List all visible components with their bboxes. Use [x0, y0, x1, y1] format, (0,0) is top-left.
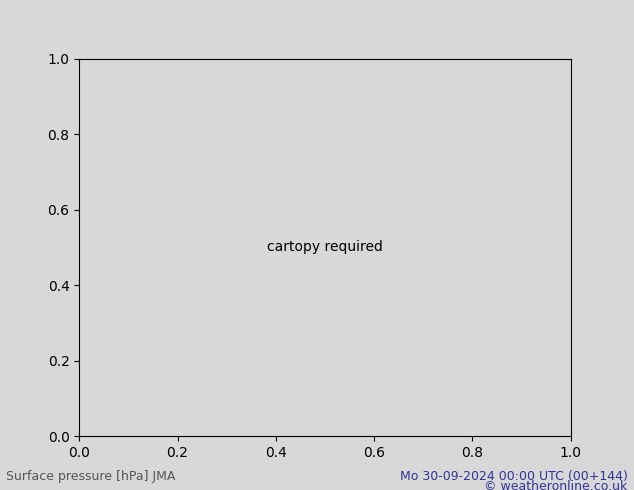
Text: Mo 30-09-2024 00:00 UTC (00+144): Mo 30-09-2024 00:00 UTC (00+144)	[400, 470, 628, 483]
Text: cartopy required: cartopy required	[267, 241, 383, 254]
Text: Surface pressure [hPa] JMA: Surface pressure [hPa] JMA	[6, 470, 176, 483]
Text: © weatheronline.co.uk: © weatheronline.co.uk	[484, 480, 628, 490]
